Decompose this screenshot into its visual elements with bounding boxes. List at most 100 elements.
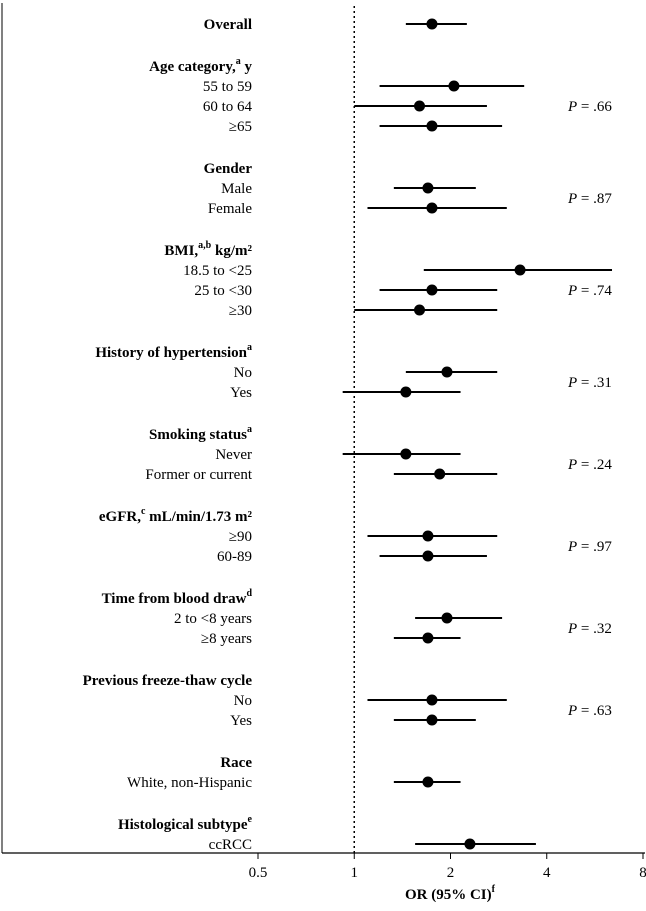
x-axis-label: OR (95% CI)f	[405, 884, 496, 903]
group-header: Race	[220, 755, 252, 771]
group-header-text: Overall	[204, 17, 252, 33]
p-value: P = .87	[567, 191, 612, 207]
group-header-text: Histological subtype	[118, 817, 248, 833]
p-value-symbol: P	[567, 539, 577, 555]
group-header-text: Gender	[204, 161, 253, 177]
group-header-superscript: a	[247, 342, 252, 353]
row-label: No	[234, 365, 252, 381]
p-value-number: = .24	[577, 457, 612, 473]
row-label: ≥8 years	[201, 631, 252, 647]
point-estimate	[426, 714, 438, 726]
row-label: ccRCC	[209, 837, 252, 853]
p-value: P = .24	[567, 457, 612, 473]
point-estimate	[434, 468, 446, 480]
row-label: Yes	[230, 385, 252, 401]
p-value-number: = .32	[577, 621, 612, 637]
p-value-number: = .63	[577, 703, 612, 719]
x-tick-label: 0.5	[249, 865, 268, 881]
row-label: ≥30	[229, 303, 252, 319]
row-label: 60 to 64	[203, 99, 253, 115]
x-tick-label: 1	[351, 865, 359, 881]
row-label: ≥90	[229, 529, 252, 545]
row-label: ≥65	[229, 119, 252, 135]
row-label: Yes	[230, 713, 252, 729]
group-header-superscript: c	[141, 506, 146, 517]
point-estimate	[414, 304, 426, 316]
point-estimate	[441, 366, 453, 378]
point-estimate	[426, 18, 438, 30]
point-estimate	[426, 202, 438, 214]
x-axis-label-superscript: f	[492, 884, 496, 895]
row-label: 25 to <30	[194, 283, 252, 299]
group-header: BMI,a,b kg/m²	[164, 240, 252, 259]
x-tick-label: 2	[447, 865, 455, 881]
p-value: P = .31	[567, 375, 612, 391]
group-header-superscript: a,b	[198, 240, 212, 251]
point-estimate	[514, 264, 526, 276]
point-estimate	[426, 694, 438, 706]
group-header-text: eGFR,	[99, 509, 141, 525]
group-header-text: BMI,	[164, 243, 198, 259]
group-header-text: Smoking status	[149, 427, 247, 443]
group-header-superscript: e	[248, 814, 253, 825]
point-estimate	[426, 120, 438, 132]
group-header-text: Race	[220, 755, 252, 771]
point-estimate	[426, 284, 438, 296]
group-header-text: Age category,	[149, 59, 236, 75]
p-value: P = .63	[567, 703, 612, 719]
group-header-text: Time from blood draw	[102, 591, 247, 607]
plot-marks	[342, 18, 613, 850]
group-header: Time from blood drawd	[102, 588, 253, 607]
row-label: 55 to 59	[203, 79, 252, 95]
p-value-symbol: P	[567, 191, 577, 207]
point-estimate	[422, 182, 434, 194]
group-header: History of hypertensiona	[95, 342, 252, 361]
point-estimate	[422, 776, 434, 788]
row-label: No	[234, 693, 252, 709]
row-label: Female	[208, 201, 252, 217]
p-value-symbol: P	[567, 457, 577, 473]
p-value: P = .32	[567, 621, 612, 637]
point-estimate	[414, 100, 426, 112]
plot-lines	[1, 3, 645, 859]
group-header: Histological subtypee	[118, 814, 253, 833]
group-header: Previous freeze-thaw cycle	[83, 673, 253, 689]
p-value-symbol: P	[567, 283, 577, 299]
row-label: 2 to <8 years	[174, 611, 252, 627]
group-header-unit: y	[241, 59, 253, 75]
x-tick-label: 4	[543, 865, 551, 881]
p-value-number: = .31	[577, 375, 612, 391]
p-value-number: = .97	[577, 539, 612, 555]
group-header-text: Previous freeze-thaw cycle	[83, 673, 253, 689]
p-value: P = .66	[567, 99, 612, 115]
p-value-number: = .87	[577, 191, 612, 207]
group-header: Age category,a y	[149, 56, 252, 75]
x-axis-label-text: OR (95% CI)	[405, 887, 492, 903]
row-label: Never	[215, 447, 252, 463]
point-estimate	[400, 386, 412, 398]
p-value-number: = .74	[577, 283, 612, 299]
point-estimate	[441, 612, 453, 624]
p-value-symbol: P	[567, 621, 577, 637]
group-header-superscript: a	[236, 56, 241, 67]
p-value: P = .74	[567, 283, 612, 299]
row-label: 60-89	[217, 549, 252, 565]
row-label: 18.5 to <25	[183, 263, 252, 279]
x-tick-label: 8	[639, 865, 646, 881]
row-label: White, non-Hispanic	[127, 775, 252, 791]
p-value-symbol: P	[567, 375, 577, 391]
group-header: Gender	[204, 161, 253, 177]
point-estimate	[422, 550, 434, 562]
p-value-symbol: P	[567, 99, 577, 115]
group-header-superscript: a	[247, 424, 252, 435]
group-header: eGFR,c mL/min/1.73 m²	[99, 506, 253, 525]
p-value-number: = .66	[577, 99, 612, 115]
group-header: Overall	[204, 17, 252, 33]
p-value-symbol: P	[567, 703, 577, 719]
point-estimate	[422, 530, 434, 542]
row-label: Male	[221, 181, 252, 197]
row-label: Former or current	[145, 467, 252, 483]
group-header-text: History of hypertension	[95, 345, 247, 361]
